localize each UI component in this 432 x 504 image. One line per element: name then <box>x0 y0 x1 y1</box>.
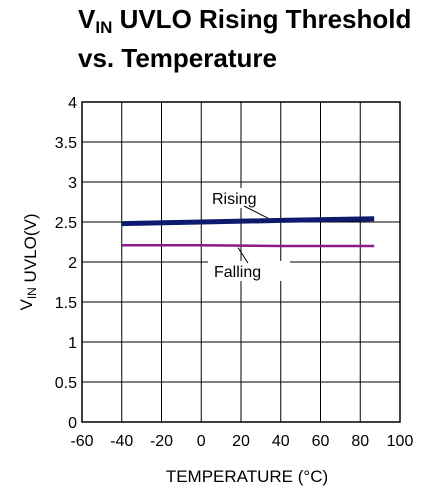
y-tick-label: 1 <box>68 335 77 352</box>
annotation-bg <box>208 261 290 281</box>
y-tick-labels: 0 0.5 1 1.5 2 2.5 3 3.5 4 <box>55 95 77 432</box>
x-axis-title: TEMPERATURE (°C) <box>166 467 328 486</box>
x-tick-label: -60 <box>70 433 93 450</box>
y-tick-label: 4 <box>68 95 77 112</box>
x-tick-label: 0 <box>197 433 206 450</box>
x-tick-label: 80 <box>351 433 369 450</box>
annotation-leader <box>237 247 249 264</box>
x-tick-label: 20 <box>232 433 250 450</box>
series-layer <box>121 216 375 248</box>
title-line-1: VIN UVLO Rising Threshold <box>78 4 412 37</box>
chart-title: VIN UVLO Rising Threshold vs. Temperatur… <box>78 4 428 74</box>
y-tick-label: 3 <box>68 175 77 192</box>
series-line-falling <box>121 243 375 248</box>
x-tick-label: 40 <box>272 433 290 450</box>
title-line-2: vs. Temperature <box>78 43 277 73</box>
y-tick-label: 2 <box>68 255 77 272</box>
y-tick-label: 0.5 <box>55 375 77 392</box>
x-tick-labels: -60 -40 -20 0 20 40 60 80 100 <box>70 433 413 450</box>
x-tick-label: 100 <box>387 433 414 450</box>
annotation-rising: Rising <box>212 191 256 208</box>
annotation-bg <box>206 188 268 208</box>
x-tick-label: 60 <box>312 433 330 450</box>
x-tick-label: -40 <box>110 433 133 450</box>
y-tick-label: 1.5 <box>55 295 77 312</box>
x-tick-label: -20 <box>150 433 173 450</box>
annotation-falling: Falling <box>214 264 261 281</box>
series-line-rising <box>121 216 375 227</box>
plot-frame <box>81 101 401 423</box>
y-axis-title: VIN UVLO(V) <box>17 213 40 310</box>
y-tick-label: 0 <box>68 415 77 432</box>
y-tick-label: 3.5 <box>55 135 77 152</box>
annotation-layer: Rising Falling <box>206 188 290 281</box>
y-tick-label: 2.5 <box>55 215 77 232</box>
annotation-leader <box>243 205 269 219</box>
